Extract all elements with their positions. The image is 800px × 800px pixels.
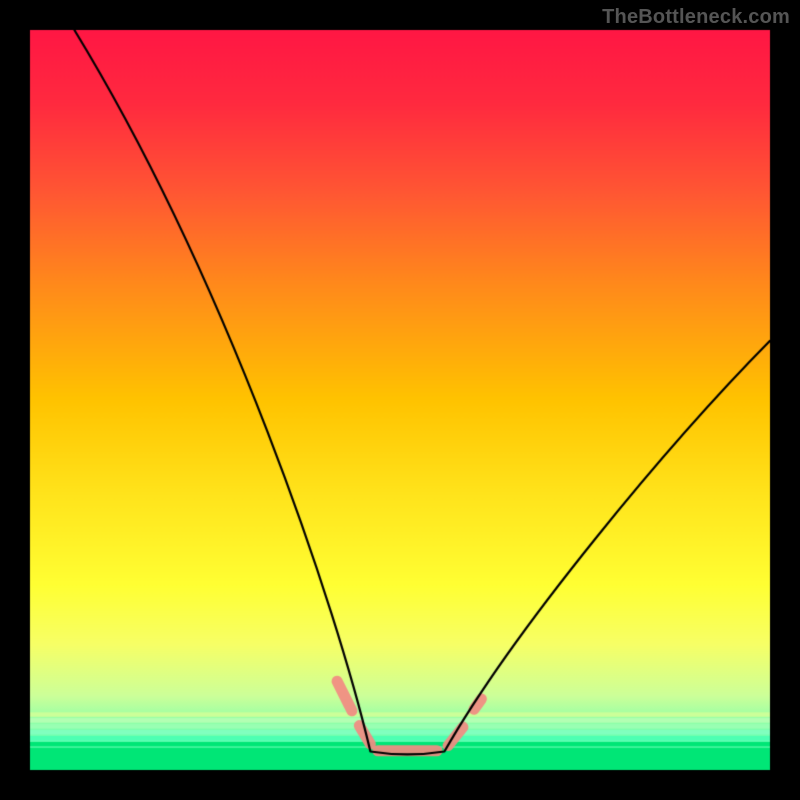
watermark-text: TheBottleneck.com: [602, 6, 790, 29]
chart-container: TheBottleneck.com: [0, 0, 800, 800]
bottleneck-v-curve-chart: [0, 0, 800, 800]
